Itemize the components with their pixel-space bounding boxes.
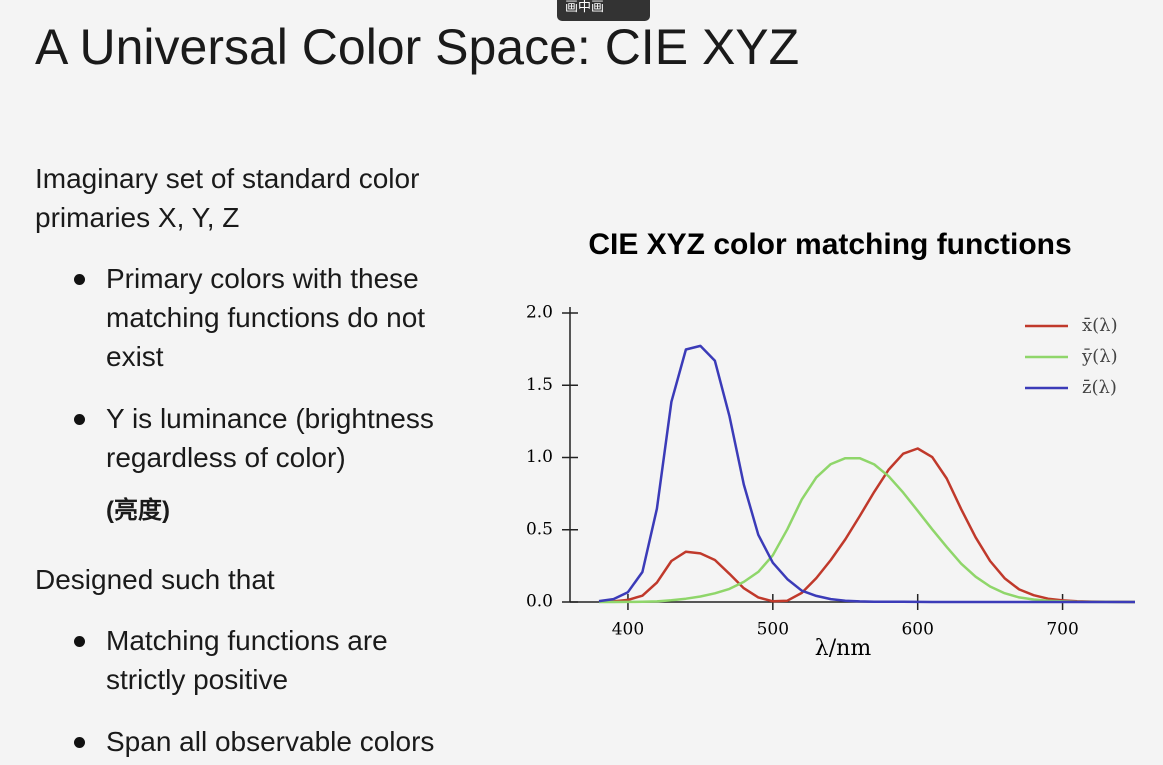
x-tick-label: 500: [757, 620, 789, 640]
x-tick-label: 700: [1046, 620, 1078, 640]
slide-title: A Universal Color Space: CIE XYZ: [35, 19, 800, 75]
note: (亮度): [106, 497, 170, 524]
intro: Imaginary set of standard color primarie…: [35, 163, 420, 233]
legend-label: ȳ(λ): [1081, 346, 1118, 367]
y-tick-label: 1.5: [526, 375, 553, 395]
series-line: [599, 456, 1135, 604]
bullet: Y is luminance (brightness regardless of…: [74, 399, 476, 477]
series-line: [598, 447, 1136, 604]
y-tick-label: 0.5: [526, 519, 553, 539]
bullet: Primary colors with these matching funct…: [74, 259, 486, 376]
legend-label: x̄(λ): [1082, 315, 1118, 336]
pip-button[interactable]: 画中画: [557, 0, 650, 21]
legend-label: z̄(λ): [1082, 377, 1117, 398]
x-tick-label: 600: [901, 620, 933, 640]
x-tick-label: 400: [612, 620, 644, 640]
y-tick-label: 2.0: [526, 303, 553, 323]
y-tick-label: 0.0: [526, 592, 553, 612]
chart-title: CIE XYZ color matching functions: [588, 228, 1071, 261]
y-tick-label: 1.0: [526, 447, 553, 467]
x-axis-label: λ/nm: [815, 636, 872, 661]
heading: Designed such that: [35, 564, 275, 595]
bullet: Matching functions are strictly positive: [74, 621, 436, 699]
bullet: Span all observable colors: [74, 722, 506, 761]
series-line: [598, 344, 1135, 604]
